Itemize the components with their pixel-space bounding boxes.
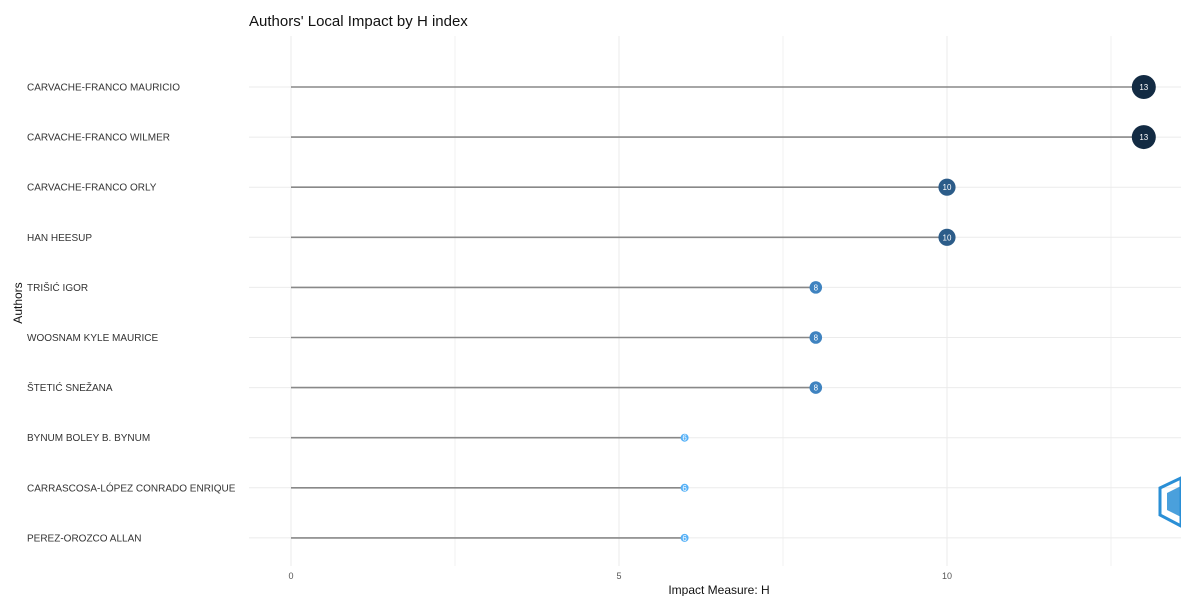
lollipop-dot: [809, 331, 823, 344]
data-label: 8: [814, 334, 819, 343]
x-axis-title: Impact Measure: H: [668, 583, 769, 596]
x-tick-label: 5: [616, 571, 621, 581]
lollipop-dot: [809, 281, 823, 294]
logo-icon: [1158, 476, 1181, 528]
lollipop-dot: [809, 381, 823, 394]
author-label: WOOSNAM KYLE MAURICE: [27, 333, 158, 344]
x-tick-labels: 0 5 10: [288, 571, 952, 581]
author-label: TRIŠIĆ IGOR: [27, 281, 88, 294]
data-label: 10: [943, 233, 952, 242]
lollipop-dot: [680, 433, 689, 442]
author-label: ŠTETIĆ SNEŽANA: [27, 381, 113, 394]
x-tick-label: 0: [288, 571, 293, 581]
author-label: CARVACHE-FRANCO WILMER: [27, 133, 170, 144]
author-label: CARRASCOSA-LÓPEZ CONRADO ENRIQUE: [27, 481, 236, 494]
lollipop-dot: [1131, 75, 1156, 99]
author-label: PEREZ-OROZCO ALLAN: [27, 533, 141, 544]
dots: 13 13 10 10 8 8 8 6 6 6: [680, 75, 1156, 543]
author-labels: CARVACHE-FRANCO MAURICIO CARVACHE-FRANCO …: [27, 83, 236, 545]
data-label: 6: [682, 484, 687, 493]
data-label: 8: [814, 384, 819, 393]
x-tick-label: 10: [942, 571, 952, 581]
lollipop-dot: [680, 533, 689, 542]
lollipop-dot: [938, 228, 956, 246]
author-label: HAN HEESUP: [27, 233, 92, 244]
data-label: 13: [1139, 83, 1148, 92]
lollipop-dot: [680, 483, 689, 492]
grid-lines: [249, 36, 1181, 566]
y-axis-title: Authors: [11, 282, 25, 323]
chart-title: Authors' Local Impact by H index: [249, 13, 468, 30]
data-label: 6: [682, 534, 687, 543]
data-label: 8: [814, 283, 819, 292]
author-label: BYNUM BOLEY B. BYNUM: [27, 433, 150, 444]
author-label: CARVACHE-FRANCO ORLY: [27, 183, 157, 194]
lollipop-dot: [938, 178, 956, 196]
data-label: 6: [682, 434, 687, 443]
data-label: 13: [1139, 133, 1148, 142]
lollipop-dot: [1131, 125, 1156, 150]
author-label: CARVACHE-FRANCO MAURICIO: [27, 83, 180, 94]
stems: [291, 86, 1144, 539]
data-label: 10: [943, 183, 952, 192]
